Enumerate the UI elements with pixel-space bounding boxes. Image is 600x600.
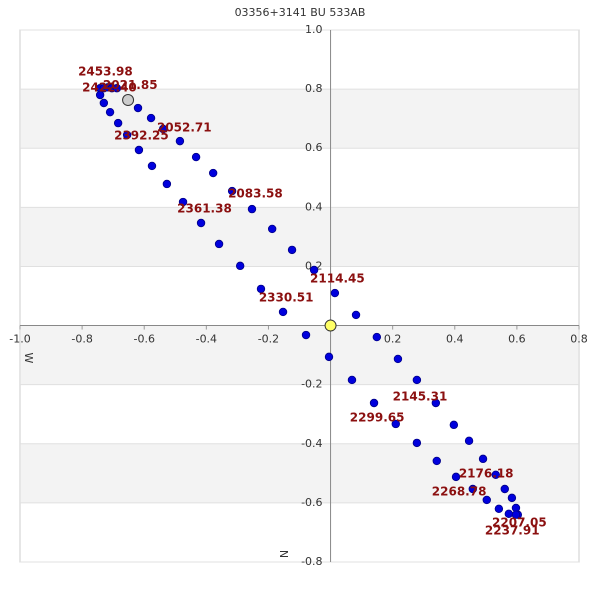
point — [112, 84, 122, 93]
point — [122, 130, 132, 140]
point — [99, 98, 109, 108]
point — [301, 330, 311, 340]
point — [147, 161, 157, 171]
point — [431, 398, 441, 408]
point — [175, 136, 185, 146]
point-label: 2237.91 — [485, 523, 540, 537]
point-label: 2145.31 — [393, 390, 448, 404]
point — [500, 484, 509, 494]
point — [372, 332, 382, 342]
point-label: 2114.45 — [310, 271, 365, 285]
point — [432, 456, 441, 466]
point — [478, 454, 488, 464]
chart-title: 03356+3141 BU 533AB — [235, 6, 366, 19]
marker — [324, 319, 337, 332]
point — [468, 484, 477, 494]
point-label: 2021.85 — [103, 78, 158, 92]
point — [491, 470, 500, 480]
y-tick-label: -0.2 — [301, 378, 322, 391]
grid-band — [21, 443, 578, 503]
point-label: 2422.40 — [82, 81, 137, 95]
point — [287, 245, 297, 255]
point-label: 2207.05 — [492, 515, 547, 529]
x-axis-label: W — [22, 353, 35, 364]
point — [391, 419, 400, 429]
y-tick-label: 0.6 — [305, 141, 323, 154]
x-tick-label: -0.2 — [258, 333, 279, 346]
point — [324, 352, 334, 362]
point — [482, 495, 491, 505]
point-label: 2083.58 — [228, 187, 283, 201]
point — [278, 307, 288, 317]
point-label: 2453.98 — [78, 64, 133, 78]
point — [309, 265, 319, 275]
x-tick-label: -1.0 — [9, 333, 30, 346]
point — [105, 107, 115, 117]
point — [347, 375, 357, 385]
point-label: 2176.18 — [459, 466, 514, 480]
point — [134, 145, 144, 155]
x-tick-label: -0.4 — [196, 333, 217, 346]
point-label: 2052.71 — [157, 121, 212, 135]
point — [267, 224, 277, 234]
point — [146, 113, 156, 123]
point — [351, 310, 361, 320]
point — [449, 420, 459, 430]
point — [158, 124, 168, 134]
point-label: 2392.25 — [114, 129, 169, 143]
y-axis-label: N — [278, 550, 291, 558]
point — [256, 284, 266, 294]
point — [113, 118, 123, 128]
point — [214, 239, 224, 249]
point-label: 2299.65 — [350, 411, 405, 425]
point — [247, 204, 257, 214]
point — [412, 438, 422, 448]
y-tick-label: -0.6 — [301, 496, 322, 509]
point — [162, 179, 172, 189]
point — [133, 103, 143, 113]
point-label: 2330.51 — [259, 291, 314, 305]
x-tick-label: 0.4 — [446, 333, 464, 346]
point — [511, 510, 521, 519]
y-tick-label: 1.0 — [305, 23, 323, 36]
y-tick-label: -0.8 — [301, 555, 322, 568]
x-tick-label: -0.8 — [71, 333, 92, 346]
x-tick-label: -0.6 — [133, 333, 154, 346]
point — [95, 90, 105, 100]
point — [412, 375, 422, 385]
x-tick-label: 0.8 — [570, 333, 588, 346]
y-tick-label: 0.8 — [305, 82, 323, 95]
point — [208, 168, 218, 178]
point — [330, 288, 340, 298]
marker — [122, 94, 135, 107]
grid-band — [21, 89, 578, 149]
point — [369, 398, 379, 408]
x-tick-label: 0.2 — [384, 333, 402, 346]
point — [494, 504, 504, 513]
point — [507, 493, 517, 503]
point — [464, 436, 474, 446]
point — [393, 354, 403, 364]
point — [196, 218, 206, 228]
grid-band — [21, 207, 578, 267]
y-tick-label: -0.4 — [301, 437, 322, 450]
point — [227, 186, 237, 196]
x-tick-label: 0.6 — [508, 333, 526, 346]
point — [191, 152, 201, 162]
grid-band — [21, 325, 578, 385]
point — [178, 197, 188, 207]
point-label: 2361.38 — [177, 202, 232, 216]
point — [451, 472, 461, 482]
point-label: 2268.78 — [432, 484, 487, 498]
point — [235, 261, 245, 271]
y-tick-label: 0.4 — [305, 200, 323, 213]
